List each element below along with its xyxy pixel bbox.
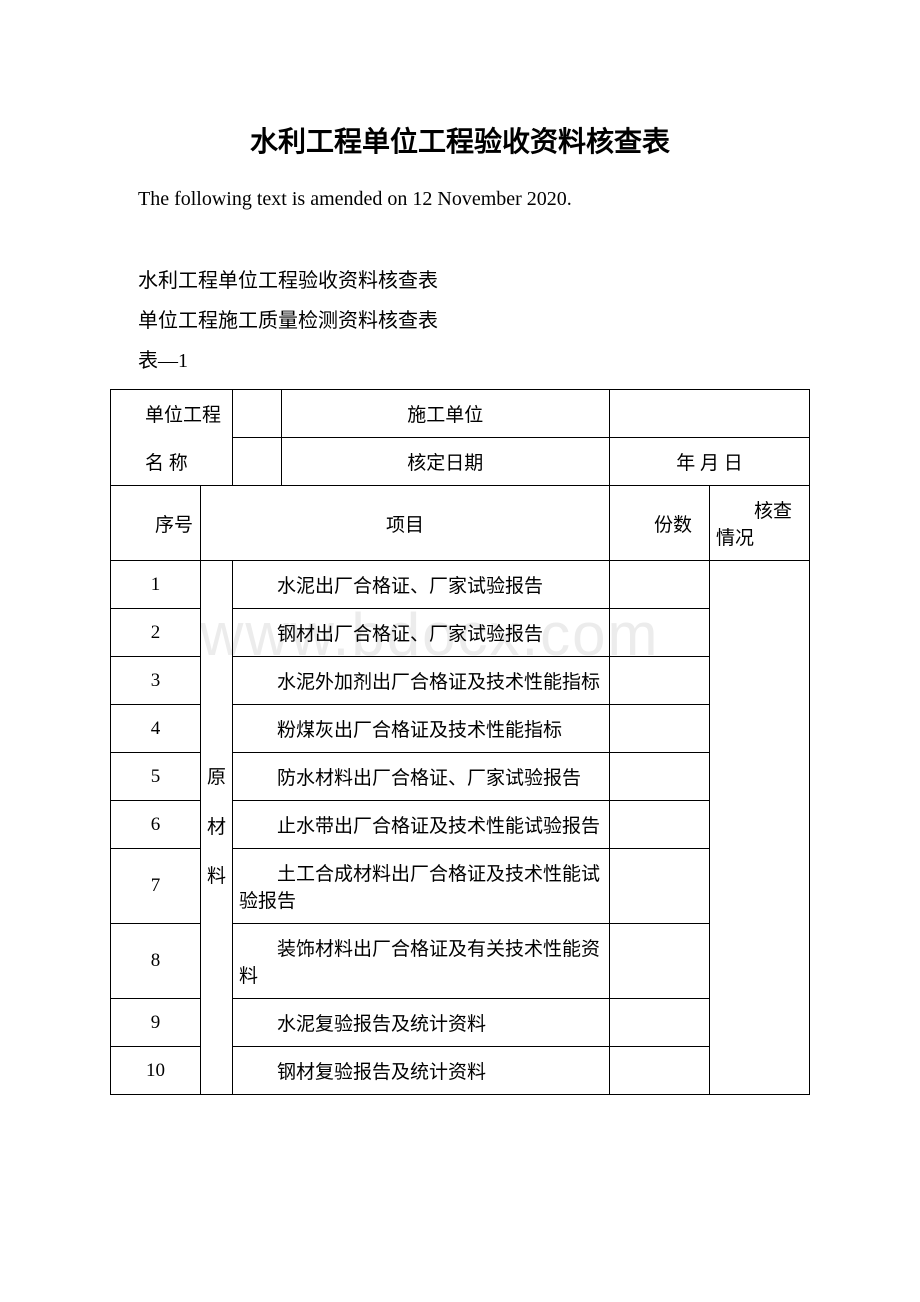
category-cell: 原 材 料 [201,561,233,1095]
item-cell: 水泥复验报告及统计资料 [233,999,610,1047]
item-cell: 止水带出厂合格证及技术性能试验报告 [233,801,610,849]
seq-cell: 2 [111,609,201,657]
seq-cell: 10 [111,1047,201,1095]
unit-project-label-2: 名 称 [117,448,226,475]
th-item: 项目 [201,486,610,561]
seq-cell: 9 [111,999,201,1047]
category-line-2: 材 [207,803,226,852]
item-cell: 水泥外加剂出厂合格证及技术性能指标 [233,657,610,705]
inspection-table: 单位工程 施工单位 核定日期 年 月 日 名 称 序号 项目 份数 核查情况 1… [110,389,810,1095]
count-cell [610,561,710,609]
amended-note: The following text is amended on 12 Nove… [110,188,810,211]
seq-cell: 7 [111,849,201,924]
subtitle-2: 单位工程施工质量检测资料核查表 [110,301,810,341]
item-cell: 土工合成材料出厂合格证及技术性能试验报告 [233,849,610,924]
item-cell: 水泥出厂合格证、厂家试验报告 [233,561,610,609]
count-cell [610,705,710,753]
th-seq: 序号 [111,486,201,561]
count-cell [610,1047,710,1095]
seq-cell: 8 [111,924,201,999]
count-cell [610,609,710,657]
seq-cell: 4 [111,705,201,753]
table-row: 单位工程 施工单位 [111,390,810,438]
category-line-1: 原 [207,753,226,802]
construction-unit-value [609,390,809,438]
table-row: 1 原 材 料 水泥出厂合格证、厂家试验报告 [111,561,810,609]
approval-date-value: 年 月 日 [609,438,809,486]
count-cell [610,849,710,924]
item-cell: 钢材复验报告及统计资料 [233,1047,610,1095]
count-cell [610,999,710,1047]
seq-cell: 6 [111,801,201,849]
count-cell [610,657,710,705]
seq-cell: 1 [111,561,201,609]
category-line-3: 料 [207,852,226,901]
construction-unit-label: 施工单位 [281,390,609,438]
empty-cell [233,438,282,486]
page-title: 水利工程单位工程验收资料核查表 [110,120,810,160]
approval-date-label: 核定日期 [281,438,609,486]
count-cell [610,801,710,849]
item-cell: 装饰材料出厂合格证及有关技术性能资料 [233,924,610,999]
table-number: 表―1 [110,341,810,381]
seq-cell: 3 [111,657,201,705]
count-cell [610,924,710,999]
subtitle-1: 水利工程单位工程验收资料核查表 [110,261,810,301]
seq-cell: 5 [111,753,201,801]
unit-project-value [233,390,282,438]
th-count: 份数 [610,486,710,561]
count-cell [610,753,710,801]
th-check: 核查情况 [710,486,810,561]
unit-project-label-1: 单位工程 [117,400,226,427]
table-row: 序号 项目 份数 核查情况 [111,486,810,561]
item-cell: 防水材料出厂合格证、厂家试验报告 [233,753,610,801]
check-cell [710,561,810,1095]
item-cell: 粉煤灰出厂合格证及技术性能指标 [233,705,610,753]
item-cell: 钢材出厂合格证、厂家试验报告 [233,609,610,657]
